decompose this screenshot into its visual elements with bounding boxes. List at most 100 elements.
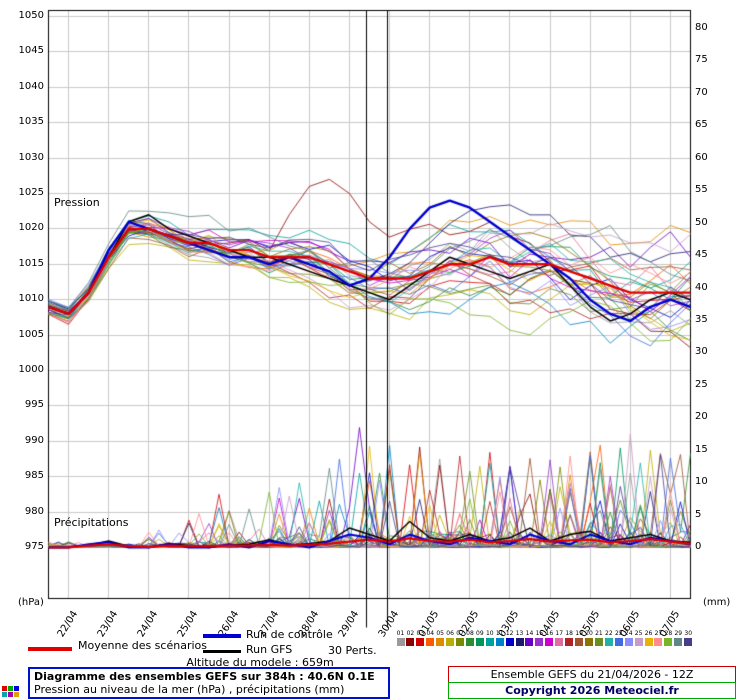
precip-tick-label: 55 (695, 184, 708, 196)
pert-number: 23 (614, 630, 623, 637)
pressure-tick-label: 1025 (18, 187, 44, 198)
pert-column: 02 (406, 630, 415, 646)
pressure-tick-label: 1040 (18, 80, 44, 92)
pert-column: 11 (495, 630, 504, 646)
pert-color-swatch (485, 638, 494, 646)
pert-color-swatch (436, 638, 445, 646)
precip-tick-label: 30 (695, 346, 708, 358)
gfs-legend-label: Run GFS (246, 643, 293, 656)
pert-column: 12 (505, 630, 514, 646)
pert-number: 15 (535, 630, 544, 637)
pressure-tick-label: 1045 (18, 45, 44, 57)
pert-column: 18 (565, 630, 574, 646)
pert-color-swatch (604, 638, 613, 646)
pressure-tick-label: 1010 (18, 293, 44, 305)
control-line-swatch (203, 634, 241, 638)
precip-tick-label: 40 (695, 281, 708, 293)
precip-tick-label: 75 (695, 54, 708, 66)
date-label-text: 23/04 (95, 609, 121, 640)
pert-color-swatch (505, 638, 514, 646)
pert-color-swatch (654, 638, 663, 646)
pert-column: 08 (465, 630, 474, 646)
pert-color-swatch (515, 638, 524, 646)
pert-color-swatch (575, 638, 584, 646)
pert-number: 05 (436, 630, 444, 637)
pert-column: 23 (614, 630, 623, 646)
precip-tick-label: 0 (695, 541, 702, 552)
pressure-tick-label: 1000 (18, 364, 44, 375)
run-info-label: Ensemble GEFS du 21/04/2026 - 12Z (448, 666, 736, 683)
logo-square (2, 686, 7, 691)
pert-color-swatch (664, 638, 673, 646)
pert-column: 17 (555, 630, 564, 646)
pert-number: 21 (595, 630, 603, 637)
pressure-section-label: Pression (54, 196, 100, 209)
pert-color-swatch (565, 638, 574, 646)
pressure-tick-label: 1030 (18, 151, 44, 163)
pert-number: 06 (446, 630, 454, 637)
pert-color-swatch (545, 638, 554, 646)
date-label-text: 22/04 (55, 609, 81, 640)
pert-column: 09 (475, 630, 484, 646)
pert-column: 20 (585, 630, 594, 646)
pert-column: 30 (684, 630, 693, 646)
pert-color-swatch (535, 638, 544, 646)
precip-tick-label: 80 (695, 22, 708, 33)
precip-tick-label: 70 (695, 86, 708, 98)
pert-color-swatch (525, 638, 534, 646)
pert-number: 04 (426, 630, 435, 637)
pert-column: 03 (416, 630, 425, 646)
pressure-tick-label: 985 (24, 470, 44, 482)
pert-column: 05 (436, 630, 445, 646)
precip-tick-label: 15 (695, 443, 708, 455)
pert-column: 22 (604, 630, 613, 646)
right-unit-label: (mm) (703, 597, 731, 608)
date-label-text: 29/04 (336, 609, 362, 640)
axis-labels-layer: 975 980 985 990 995 1000 1005 1010 1015 1020 1025 1… (18, 10, 708, 639)
pert-color-swatch (475, 638, 484, 646)
pert-color-swatch (465, 638, 474, 646)
pert-number: 25 (634, 630, 643, 637)
pert-color-swatch (684, 638, 693, 646)
pert-column: 01 (396, 630, 405, 646)
pert-number: 30 (684, 630, 693, 637)
precip-tick-label: 50 (695, 216, 708, 228)
pert-number: 28 (664, 630, 673, 637)
pert-column: 10 (485, 630, 494, 646)
pert-column: 07 (456, 630, 465, 646)
pert-column: 27 (654, 630, 663, 646)
date-label-text: 24/04 (136, 609, 161, 640)
pert-color-swatch (624, 638, 633, 646)
perts-legend: 01 02 03 04 05 06 07 08 09 10 11 12 13 14 15 16 17 18 19 20… (396, 630, 693, 646)
logo-square (14, 692, 19, 697)
pressure-tick-label: 1005 (18, 328, 44, 340)
pert-color-swatch (446, 638, 455, 646)
control-legend-label: Run de contrôle (246, 628, 333, 641)
copyright: Copyright 2026 Meteociel.fr (448, 682, 736, 699)
precip-tick-label: 60 (695, 151, 708, 163)
pressure-tick-label: 995 (24, 399, 44, 411)
pressure-tick-label: 990 (24, 434, 44, 446)
altitude-label: Altitude du modele : 659m (186, 656, 334, 669)
chart-subtitle: Pression au niveau de la mer (hPa) , pré… (34, 683, 345, 696)
pert-column: 28 (664, 630, 673, 646)
meteociel-logo (2, 686, 22, 698)
pert-column: 24 (624, 630, 633, 646)
pert-number: 09 (476, 630, 484, 637)
gfs-line-swatch (203, 650, 241, 653)
pert-number: 07 (456, 630, 464, 637)
pressure-tick-label: 975 (24, 541, 44, 552)
ensemble-plot-canvas (0, 0, 740, 630)
left-unit-label: (hPa) (18, 597, 44, 608)
pert-column: 29 (674, 630, 683, 646)
logo-square (2, 692, 7, 697)
pert-column: 21 (594, 630, 603, 646)
precip-tick-label: 20 (695, 411, 708, 423)
pert-column: 16 (545, 630, 554, 646)
chart-title-box: Diagramme des ensembles GEFS sur 384h : … (28, 667, 390, 699)
pressure-tick-label: 1050 (18, 10, 44, 21)
date-label-text: 25/04 (176, 609, 201, 640)
pert-column: 26 (644, 630, 653, 646)
pert-color-swatch (406, 638, 415, 646)
